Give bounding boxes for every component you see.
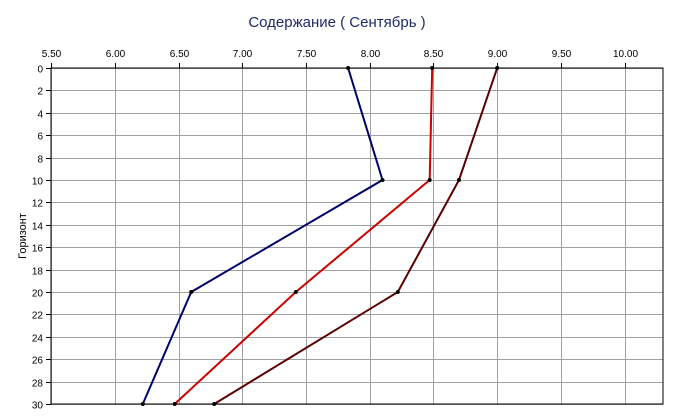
series-line-2 — [174, 67, 434, 405]
y-tick-label: 10 — [32, 177, 44, 188]
x-tick-label: 8.50 — [424, 49, 444, 60]
x-axis: 5.50 6.00 6.50 7.00 7.50 8.00 8.50 9.00 9.50 10.0… — [42, 49, 638, 68]
series-group — [140, 66, 500, 406]
y-tick-label: 6 — [37, 132, 43, 143]
y-axis-label: Горизонт — [17, 213, 29, 259]
x-tick-label: 9.00 — [488, 49, 508, 60]
series-1-point — [189, 290, 194, 294]
grid — [51, 68, 663, 405]
x-tick-label: 7.00 — [233, 49, 253, 60]
x-tick-label: 8.00 — [361, 49, 381, 60]
y-tick-label: 8 — [37, 155, 43, 166]
y-tick-label: 22 — [32, 311, 44, 322]
y-tick-label: 12 — [32, 199, 44, 210]
x-tick-label: 9.50 — [552, 49, 572, 60]
y-tick-label: 16 — [32, 244, 44, 255]
y-tick-label: 24 — [32, 334, 44, 345]
series-2-point — [293, 290, 298, 294]
x-tick-label: 7.50 — [297, 49, 317, 60]
x-tick-label: 10.00 — [613, 49, 638, 60]
y-tick-label: 0 — [37, 65, 43, 76]
y-tick-label: 14 — [32, 222, 44, 233]
series-2-point — [427, 178, 432, 182]
y-tick-label: 30 — [32, 401, 44, 412]
plot-frame — [50, 67, 664, 405]
y-tick-label: 28 — [32, 379, 44, 390]
chart-title: Содержание ( Сентябрь ) — [248, 14, 425, 31]
y-tick-label: 26 — [32, 356, 44, 367]
y-tick-label: 18 — [32, 267, 44, 278]
series-line-3 — [213, 67, 499, 405]
series-1-point — [380, 178, 385, 182]
y-tick-label: 2 — [37, 87, 43, 98]
plot-area — [51, 68, 663, 404]
series-3-point — [457, 178, 461, 182]
y-tick-label: 20 — [32, 289, 44, 300]
x-tick-label: 6.50 — [170, 49, 190, 60]
y-tick-label: 4 — [37, 110, 43, 121]
x-tick-label: 5.50 — [42, 49, 62, 60]
x-tick-label: 6.00 — [106, 49, 126, 60]
series-line-1 — [141, 67, 384, 405]
series-3-point — [395, 290, 400, 294]
